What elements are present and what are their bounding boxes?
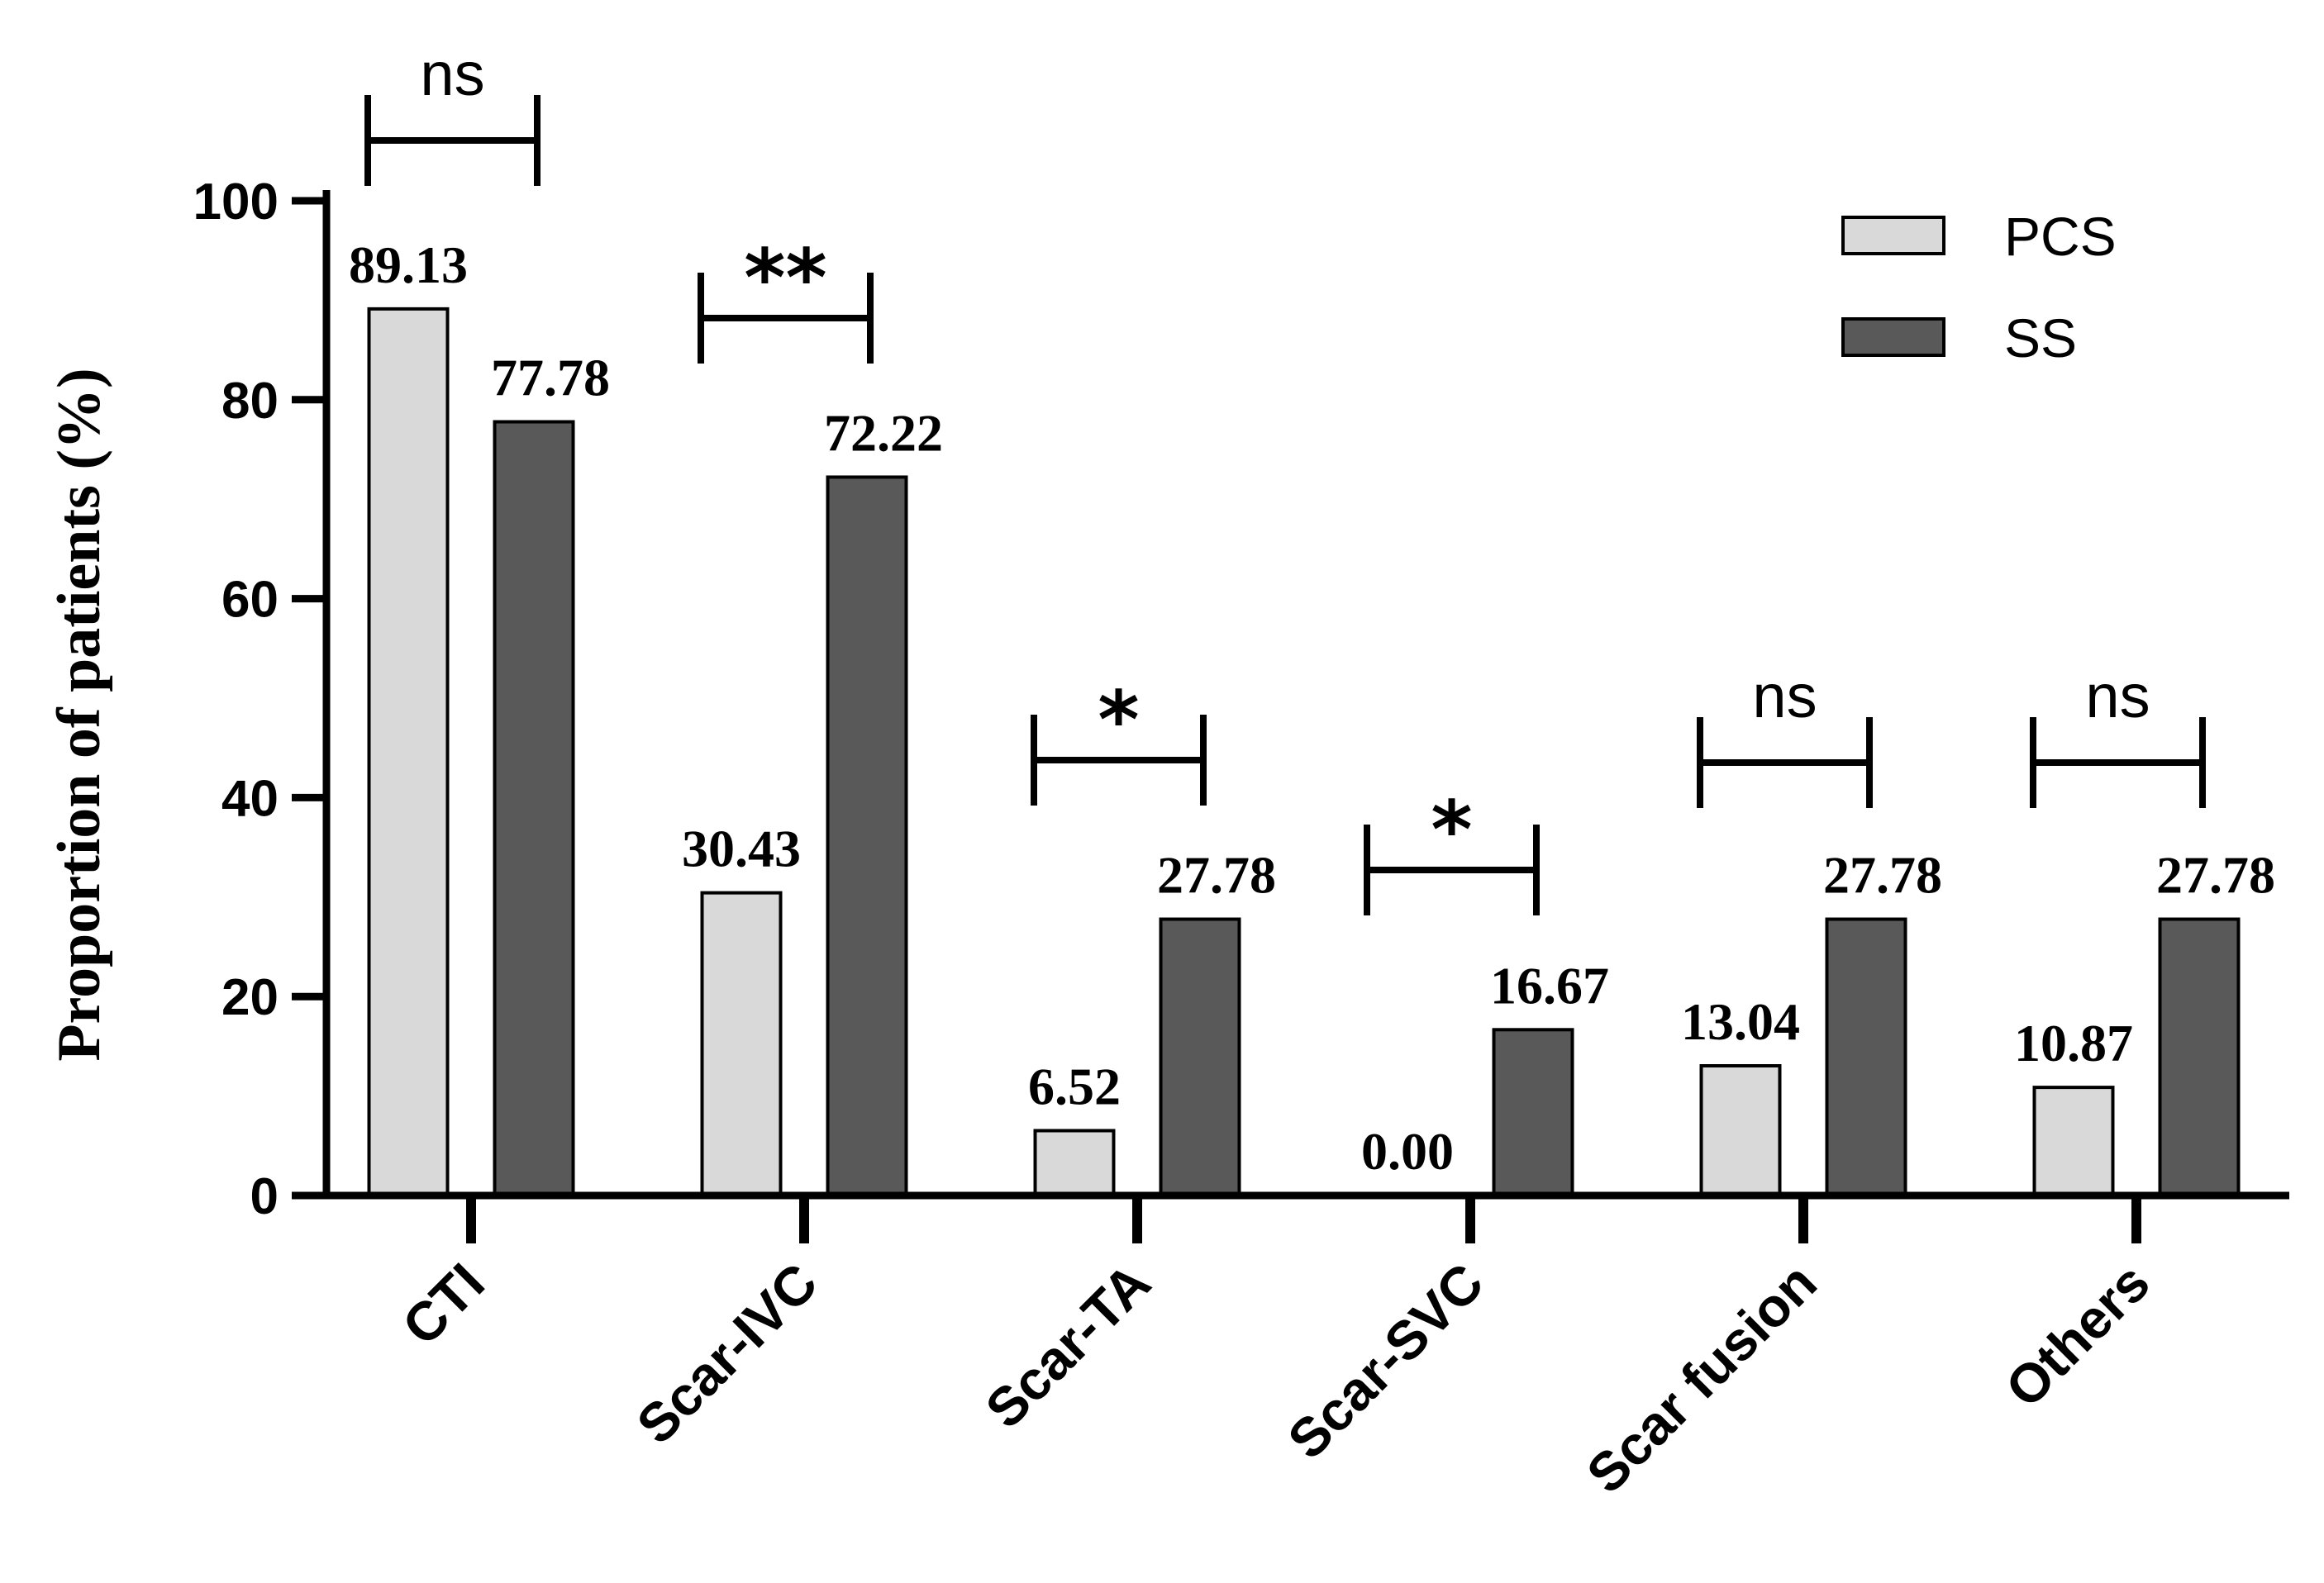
data-label-ss-scar-ivc: 72.22: [824, 403, 943, 462]
x-tick-label-cti: CTI: [390, 1252, 496, 1357]
legend-label-ss: SS: [2004, 307, 2077, 368]
x-tick-label-scar-fusion: Scar fusion: [1574, 1252, 1827, 1505]
significance-bracket-3: *: [1031, 674, 1207, 806]
bar-ss-scar-ta: [1159, 917, 1241, 1197]
bar-pcs-scar-fusion: [1699, 1063, 1782, 1198]
legend: PCS SS: [1841, 206, 2117, 368]
bar-pcs-scar-ta: [1033, 1129, 1116, 1197]
y-tick-label-60: 60: [221, 572, 279, 629]
x-tick-label-scar-ivc: Scar-IVC: [625, 1252, 829, 1456]
legend-label-pcs: PCS: [2004, 206, 2117, 267]
significance-label-6: ns: [2085, 662, 2150, 730]
bar-ss-scar-fusion: [1825, 917, 1907, 1197]
significance-label-5: ns: [1752, 662, 1817, 730]
data-label-pcs-scar-fusion: 13.04: [1681, 992, 1800, 1051]
bar-pcs-cti: [367, 307, 450, 1198]
significance-label-3: *: [1098, 674, 1139, 767]
data-label-pcs-scar-ta: 6.52: [1028, 1057, 1121, 1115]
y-tick-label-0: 0: [250, 1168, 279, 1225]
data-labels-group: 89.13 77.78 30.43 72.22 6.52 27.78 0.00 16.67 13…: [349, 235, 2275, 1181]
legend-swatch-ss: [1841, 317, 1945, 357]
data-label-pcs-scar-ivc: 30.43: [682, 820, 801, 878]
significance-label-2: **: [744, 232, 826, 325]
bar-ss-others: [2158, 917, 2241, 1197]
significance-bracket-1: ns: [364, 40, 541, 186]
bars-group: [367, 307, 2241, 1198]
bar-pcs-scar-ivc: [700, 891, 783, 1197]
data-label-ss-scar-ta: 27.78: [1157, 846, 1276, 905]
data-label-ss-others: 27.78: [2156, 846, 2275, 905]
significance-bracket-5: ns: [1697, 662, 1873, 808]
y-tick-label-100: 100: [193, 174, 279, 231]
significance-label-1: ns: [420, 40, 484, 108]
data-label-pcs-scar-svc: 0.00: [1361, 1122, 1454, 1181]
y-axis-label: Proportion of patients (%): [45, 368, 113, 1061]
significance-label-4: *: [1431, 784, 1472, 877]
significance-bracket-2: **: [698, 232, 874, 364]
x-tick-label-scar-svc: Scar-SVC: [1276, 1252, 1495, 1471]
y-tick-label-80: 80: [221, 373, 279, 430]
significance-bracket-6: ns: [2030, 662, 2206, 808]
bar-ss-scar-svc: [1492, 1028, 1574, 1198]
y-tick-label-20: 20: [221, 969, 279, 1026]
data-label-ss-cti: 77.78: [491, 349, 610, 407]
significance-bracket-4: *: [1364, 784, 1540, 915]
y-tick-label-40: 40: [221, 770, 279, 827]
bar-ss-cti: [493, 420, 575, 1197]
bar-ss-scar-ivc: [826, 475, 908, 1197]
data-label-pcs-cti: 89.13: [349, 235, 468, 294]
data-label-ss-scar-svc: 16.67: [1490, 956, 1609, 1015]
legend-swatch-pcs: [1841, 216, 1945, 255]
x-tick-label-scar-ta: Scar-TA: [974, 1252, 1162, 1440]
bar-pcs-others: [2032, 1086, 2115, 1198]
data-label-pcs-others: 10.87: [2014, 1014, 2133, 1072]
significance-group: ns****ns ns: [364, 40, 2206, 915]
data-label-ss-scar-fusion: 27.78: [1823, 846, 1942, 905]
x-tick-label-others: Others: [1993, 1252, 2161, 1419]
